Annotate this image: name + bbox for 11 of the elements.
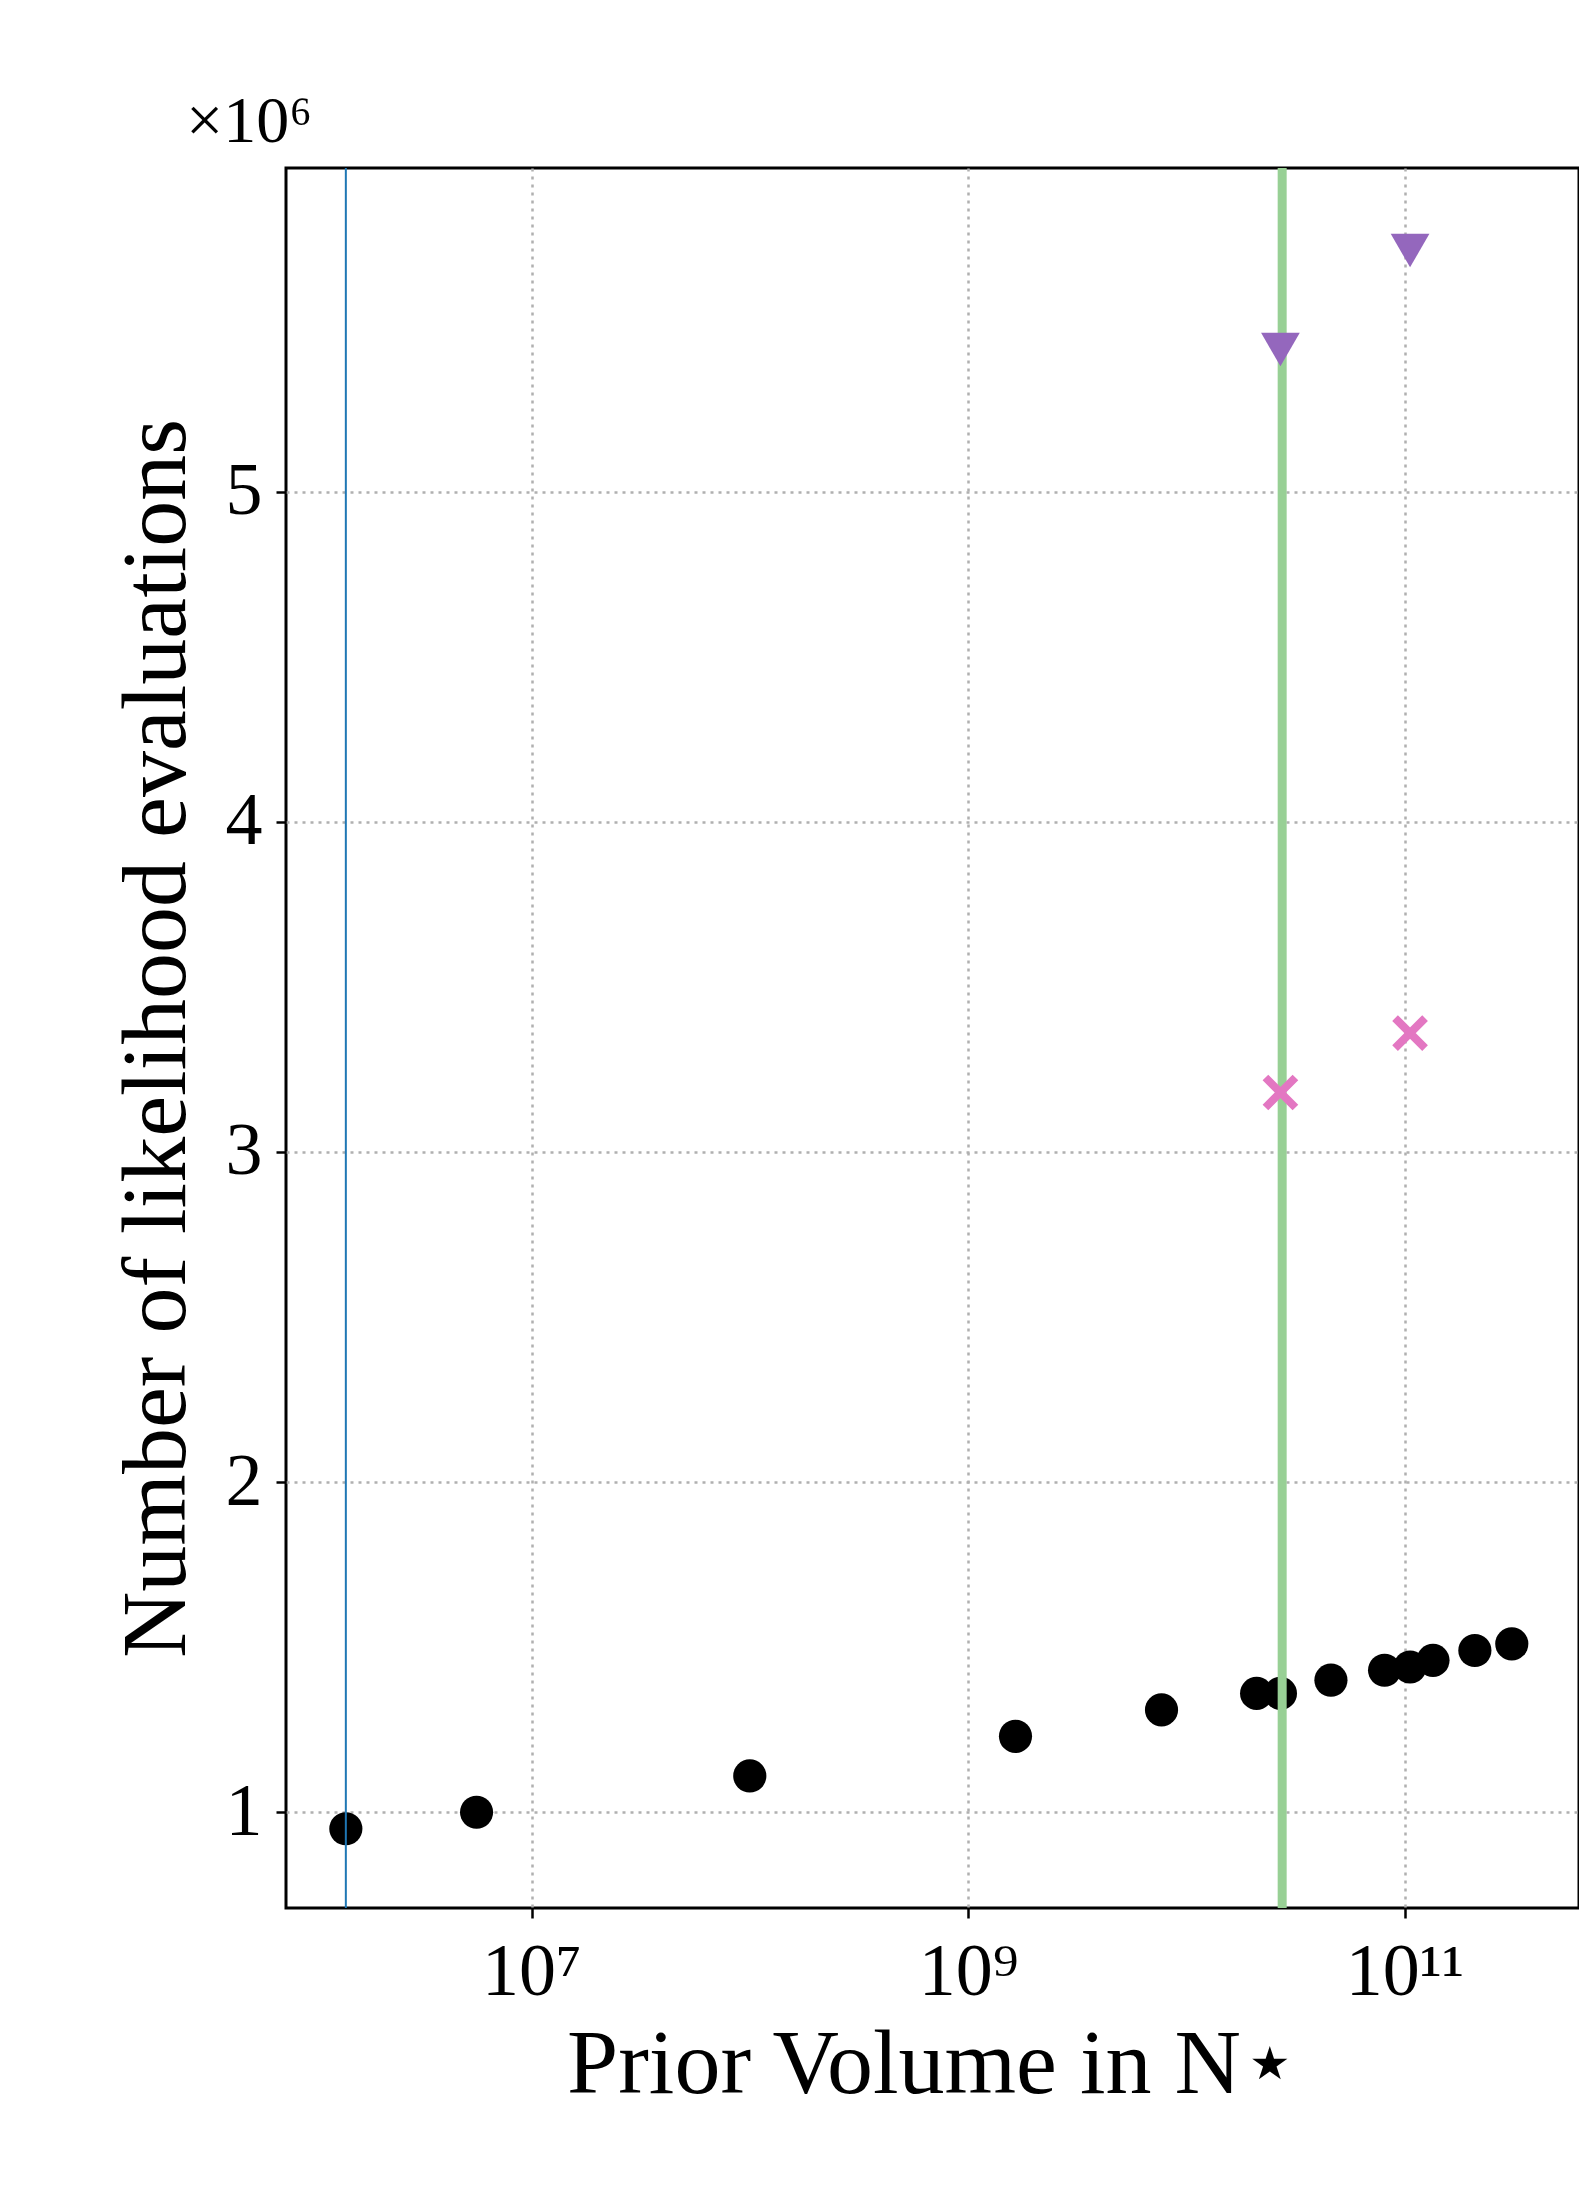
x-tick-label: 10¹¹ <box>1345 1928 1465 2011</box>
x-tick-label: 10⁹ <box>918 1928 1019 2011</box>
y-tick-label: 3 <box>225 1108 263 1191</box>
y-axis-title: Number of likelihood evaluations <box>102 418 205 1659</box>
text: ×10⁶ <box>186 83 313 156</box>
y-tick-label: 4 <box>225 778 263 861</box>
y-tick-label: 5 <box>225 448 263 531</box>
x-tick-label: 10⁷ <box>482 1928 582 2011</box>
x-axis-title: Prior Volume in N⋆ <box>567 2010 1299 2113</box>
y-tick-label: 1 <box>225 1768 263 1851</box>
y-tick-label: 2 <box>225 1438 263 1521</box>
